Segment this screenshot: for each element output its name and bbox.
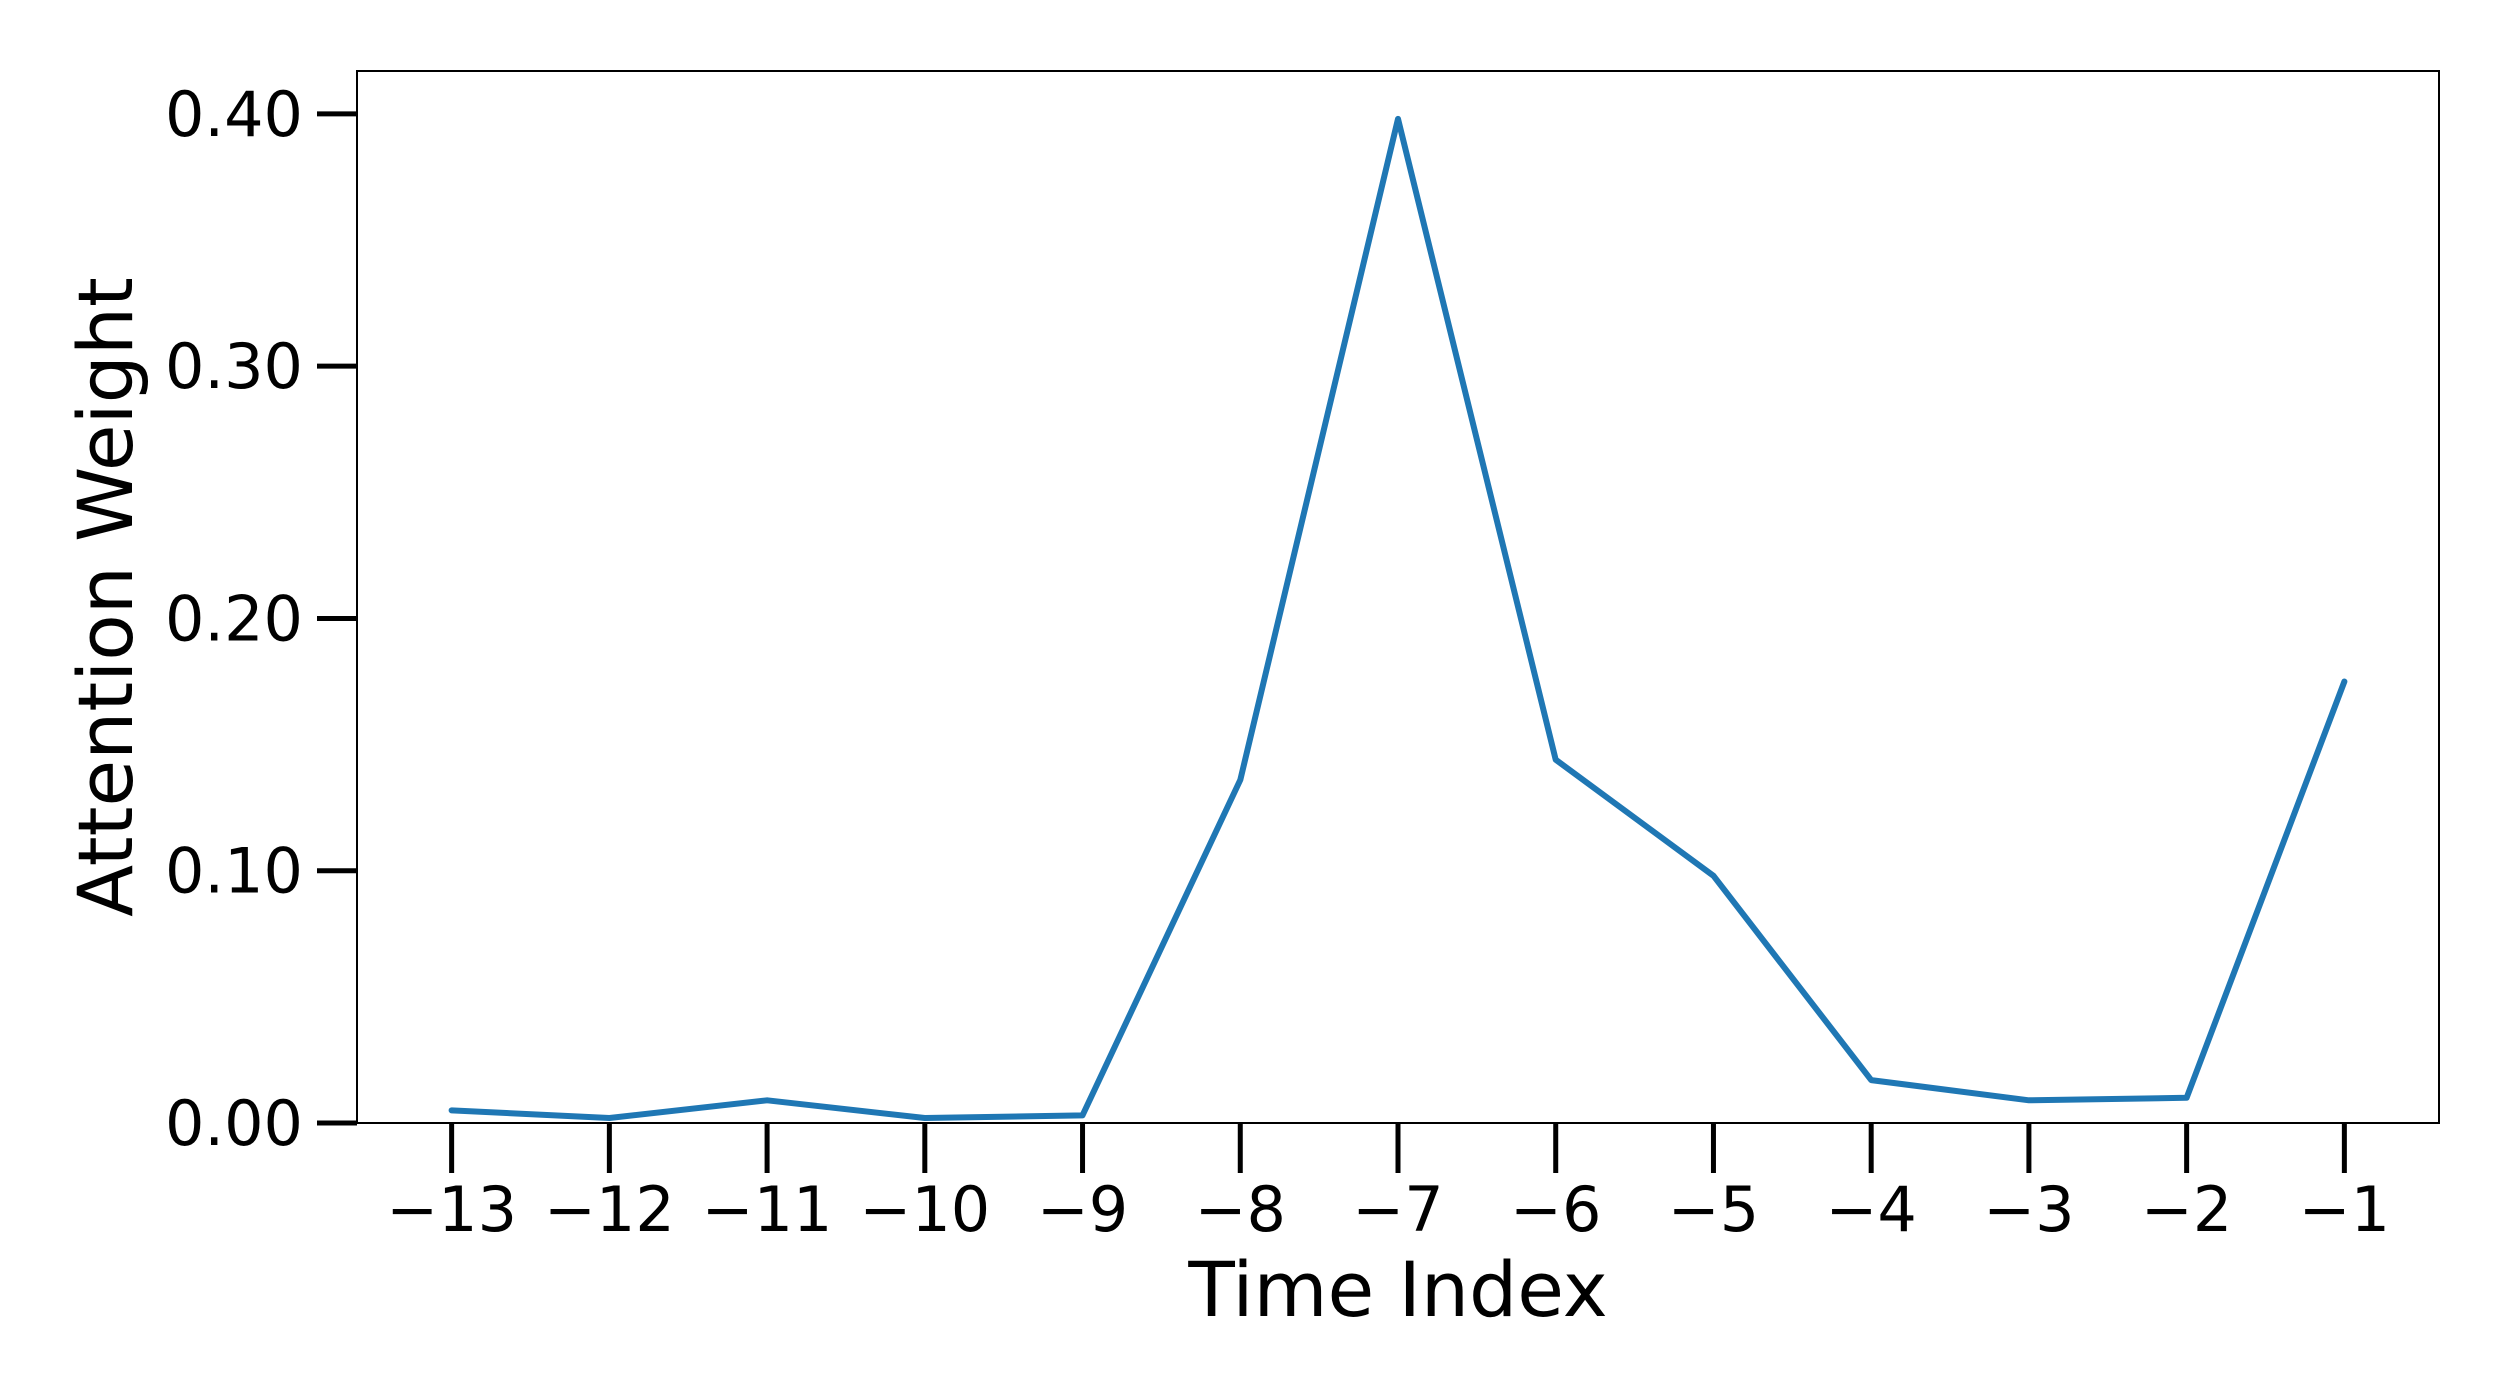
series-layer: [448, 115, 2348, 1121]
y-tick-label: 0.20: [165, 582, 303, 655]
x-tick-label: −12: [544, 1173, 675, 1246]
x-tick-label: −3: [1983, 1173, 2074, 1246]
x-tick-label: −7: [1352, 1173, 1443, 1246]
x-tick-label: −13: [386, 1173, 517, 1246]
plot-frame: [356, 70, 2440, 1124]
x-tick-label: −6: [1510, 1173, 1601, 1246]
x-tick-label: −1: [2299, 1173, 2390, 1246]
x-tick-label: −5: [1668, 1173, 1759, 1246]
plot-area: [356, 70, 2440, 1124]
y-axis: 0.00 0.10 0.20 0.30 0.40: [165, 78, 357, 1160]
x-tick-label: −10: [859, 1173, 990, 1246]
y-tick-label: 0.30: [165, 330, 303, 403]
x-tick-label: −2: [2141, 1173, 2232, 1246]
y-tick-label: 0.00: [165, 1087, 303, 1160]
y-tick-label: 0.40: [165, 78, 303, 151]
y-tick-label: 0.10: [165, 835, 303, 908]
x-axis: −13 −12 −11 −10 −9 −8 −7 −6 −5 −4 −3 −2 −1: [386, 1123, 2390, 1246]
x-tick-label: −4: [1825, 1173, 1916, 1246]
y-axis-label: Attention Weight: [61, 277, 150, 917]
x-tick-label: −11: [702, 1173, 833, 1246]
x-axis-label: Time Index: [1187, 1245, 1607, 1334]
x-tick-label: −9: [1037, 1173, 1128, 1246]
x-tick-label: −8: [1195, 1173, 1286, 1246]
series-line: [448, 115, 2348, 1121]
